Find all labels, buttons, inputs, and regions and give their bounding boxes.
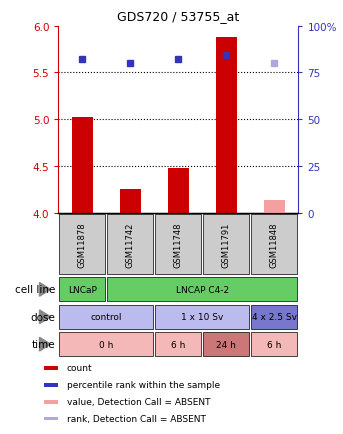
Bar: [59, 332, 153, 356]
Bar: [72, 118, 93, 213]
Text: LNCaP: LNCaP: [68, 285, 97, 294]
Text: GSM11848: GSM11848: [270, 222, 279, 267]
Text: 1 x 10 Sv: 1 x 10 Sv: [181, 312, 224, 322]
Bar: [203, 214, 249, 275]
Text: GSM11742: GSM11742: [126, 222, 135, 267]
Bar: [44, 383, 58, 387]
Text: 0 h: 0 h: [99, 340, 114, 349]
Bar: [44, 366, 58, 370]
Bar: [107, 214, 153, 275]
Bar: [251, 214, 297, 275]
Text: 6 h: 6 h: [267, 340, 282, 349]
Text: percentile rank within the sample: percentile rank within the sample: [67, 381, 220, 389]
Bar: [59, 278, 105, 302]
Bar: [59, 305, 153, 329]
Bar: [155, 332, 201, 356]
Text: GSM11878: GSM11878: [78, 222, 87, 267]
Text: value, Detection Call = ABSENT: value, Detection Call = ABSENT: [67, 397, 210, 406]
Bar: [251, 305, 297, 329]
Text: GSM11748: GSM11748: [174, 222, 183, 267]
Bar: [264, 201, 285, 213]
Text: dose: dose: [30, 312, 55, 322]
Polygon shape: [39, 310, 50, 324]
Bar: [44, 400, 58, 404]
Bar: [168, 168, 189, 213]
Bar: [216, 38, 237, 213]
Text: control: control: [91, 312, 122, 322]
Bar: [155, 214, 201, 275]
Bar: [44, 417, 58, 421]
Bar: [155, 305, 249, 329]
Polygon shape: [39, 283, 50, 296]
Bar: [251, 332, 297, 356]
Bar: [203, 332, 249, 356]
Text: 6 h: 6 h: [171, 340, 186, 349]
Text: GSM11791: GSM11791: [222, 222, 231, 267]
Text: count: count: [67, 364, 93, 373]
Text: cell line: cell line: [14, 285, 55, 295]
Text: rank, Detection Call = ABSENT: rank, Detection Call = ABSENT: [67, 414, 206, 423]
Text: 24 h: 24 h: [216, 340, 236, 349]
Text: 4 x 2.5 Sv: 4 x 2.5 Sv: [252, 312, 297, 322]
Text: LNCAP C4-2: LNCAP C4-2: [176, 285, 229, 294]
Bar: [120, 190, 141, 213]
Polygon shape: [39, 338, 50, 351]
Bar: [107, 278, 297, 302]
Text: time: time: [31, 339, 55, 349]
Bar: [59, 214, 105, 275]
Title: GDS720 / 53755_at: GDS720 / 53755_at: [117, 10, 239, 23]
